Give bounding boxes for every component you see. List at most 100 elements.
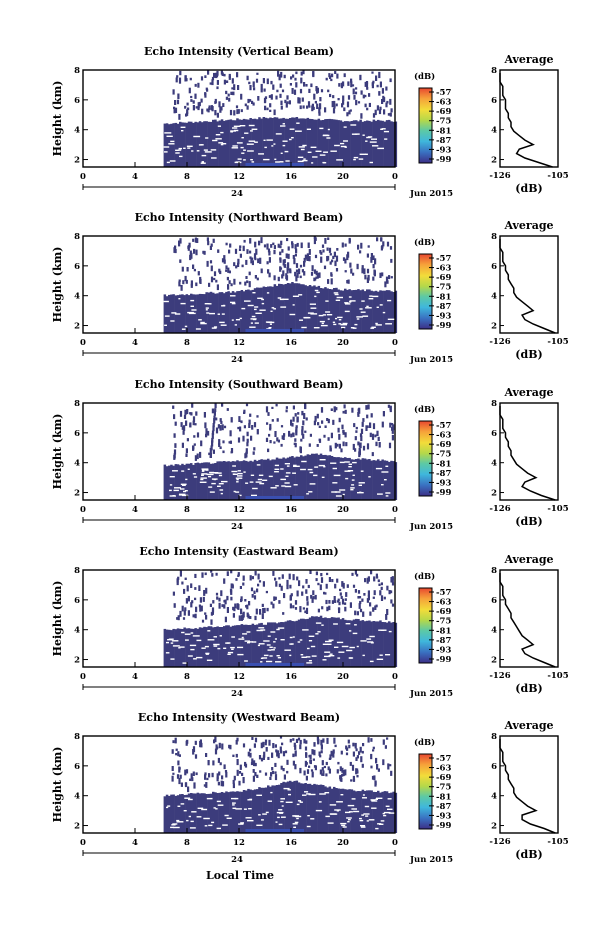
echo-cell xyxy=(185,453,188,457)
echo-cell xyxy=(222,103,225,107)
echo-cell xyxy=(176,75,179,78)
echo-gap xyxy=(285,160,290,162)
echo-cell xyxy=(389,98,392,105)
echo-column xyxy=(203,626,206,667)
x-tick-label: 0 xyxy=(392,505,398,515)
echo-cell xyxy=(198,604,201,608)
echo-cell xyxy=(194,754,198,759)
echo-cell xyxy=(225,90,228,95)
echo-gap xyxy=(375,324,382,326)
echo-core xyxy=(245,829,304,832)
echo-gap xyxy=(192,473,196,475)
echo-cell xyxy=(281,742,284,746)
echo-gap xyxy=(226,817,232,819)
echo-gap xyxy=(274,158,277,160)
echo-cell xyxy=(357,596,360,599)
echo-column xyxy=(205,794,208,833)
echo-column xyxy=(216,293,219,333)
echo-cell xyxy=(216,70,219,76)
echo-column xyxy=(251,623,255,667)
echo-cell xyxy=(374,605,377,610)
profile-title: Average xyxy=(503,219,553,232)
echo-cell xyxy=(286,267,289,274)
echo-cell xyxy=(319,103,322,110)
echo-cell xyxy=(192,445,195,450)
echo-cell xyxy=(336,248,339,251)
echo-gap xyxy=(300,148,305,151)
echo-cell xyxy=(181,581,184,585)
echo-cell xyxy=(281,89,285,93)
echo-gap xyxy=(381,128,386,130)
echo-cell xyxy=(212,449,215,454)
echo-gap xyxy=(205,137,209,139)
colorbar-tick-label: -87 xyxy=(436,802,451,812)
echo-gap xyxy=(284,482,290,484)
echo-cell xyxy=(321,420,324,424)
echo-column xyxy=(344,619,347,667)
colorbar-tick-label: -69 xyxy=(436,440,451,450)
echo-gap xyxy=(241,636,244,639)
echo-column xyxy=(207,462,211,500)
echo-cell xyxy=(203,784,206,787)
echo-column xyxy=(203,294,206,333)
echo-column xyxy=(260,118,263,167)
echo-gap xyxy=(322,314,326,316)
echo-cell xyxy=(370,413,373,418)
profile-xlabel: (dB) xyxy=(515,515,542,528)
echo-cell xyxy=(252,775,255,782)
echo-cell xyxy=(199,451,202,458)
echo-cell xyxy=(197,271,200,276)
echo-cell xyxy=(270,244,273,248)
echo-column xyxy=(368,620,371,667)
echo-column xyxy=(174,795,178,833)
echo-gap xyxy=(280,478,286,481)
echo-gap xyxy=(196,150,200,152)
echo-cell xyxy=(350,81,353,88)
echo-cell xyxy=(303,261,306,267)
echo-column xyxy=(185,463,189,500)
profile-y-tick-label: 2 xyxy=(491,822,497,832)
echo-column xyxy=(352,120,356,167)
echo-cell xyxy=(327,418,330,424)
y-tick-label: 8 xyxy=(74,566,80,576)
echo-gap xyxy=(371,326,376,328)
echo-cell xyxy=(274,774,278,781)
echo-cell xyxy=(369,602,372,607)
echo-cell xyxy=(178,240,181,247)
profile-y-tick-label: 6 xyxy=(491,429,497,439)
echo-cell xyxy=(344,432,347,438)
profile-frame xyxy=(499,735,559,834)
echo-gap xyxy=(173,826,180,829)
echo-cell xyxy=(350,779,353,782)
echo-cell xyxy=(321,606,324,610)
echo-gap xyxy=(348,463,352,465)
echo-cell xyxy=(274,762,277,767)
echo-cell xyxy=(372,596,375,599)
echo-gap xyxy=(176,819,180,822)
echo-gap xyxy=(354,323,358,326)
echo-cell xyxy=(185,598,188,604)
echo-gap xyxy=(315,150,322,152)
echo-cell xyxy=(214,408,217,412)
echo-cell xyxy=(351,572,354,576)
echo-column xyxy=(330,119,334,167)
echo-column xyxy=(168,124,171,167)
echo-cell xyxy=(331,579,334,583)
echo-column xyxy=(245,624,248,667)
echo-gap xyxy=(330,150,337,152)
echo-cell xyxy=(349,109,352,112)
echo-gap xyxy=(368,298,374,300)
echo-cell xyxy=(298,268,301,275)
echo-cell xyxy=(279,266,282,272)
echo-gap xyxy=(221,480,228,483)
echo-cell xyxy=(381,421,384,428)
echo-column xyxy=(379,120,382,167)
echo-column xyxy=(284,118,288,167)
echo-column xyxy=(163,628,167,667)
echo-gap xyxy=(370,642,374,644)
echo-cell xyxy=(176,774,180,779)
echo-cell xyxy=(331,259,334,263)
echo-cell xyxy=(211,76,215,81)
echo-gap xyxy=(170,320,175,322)
